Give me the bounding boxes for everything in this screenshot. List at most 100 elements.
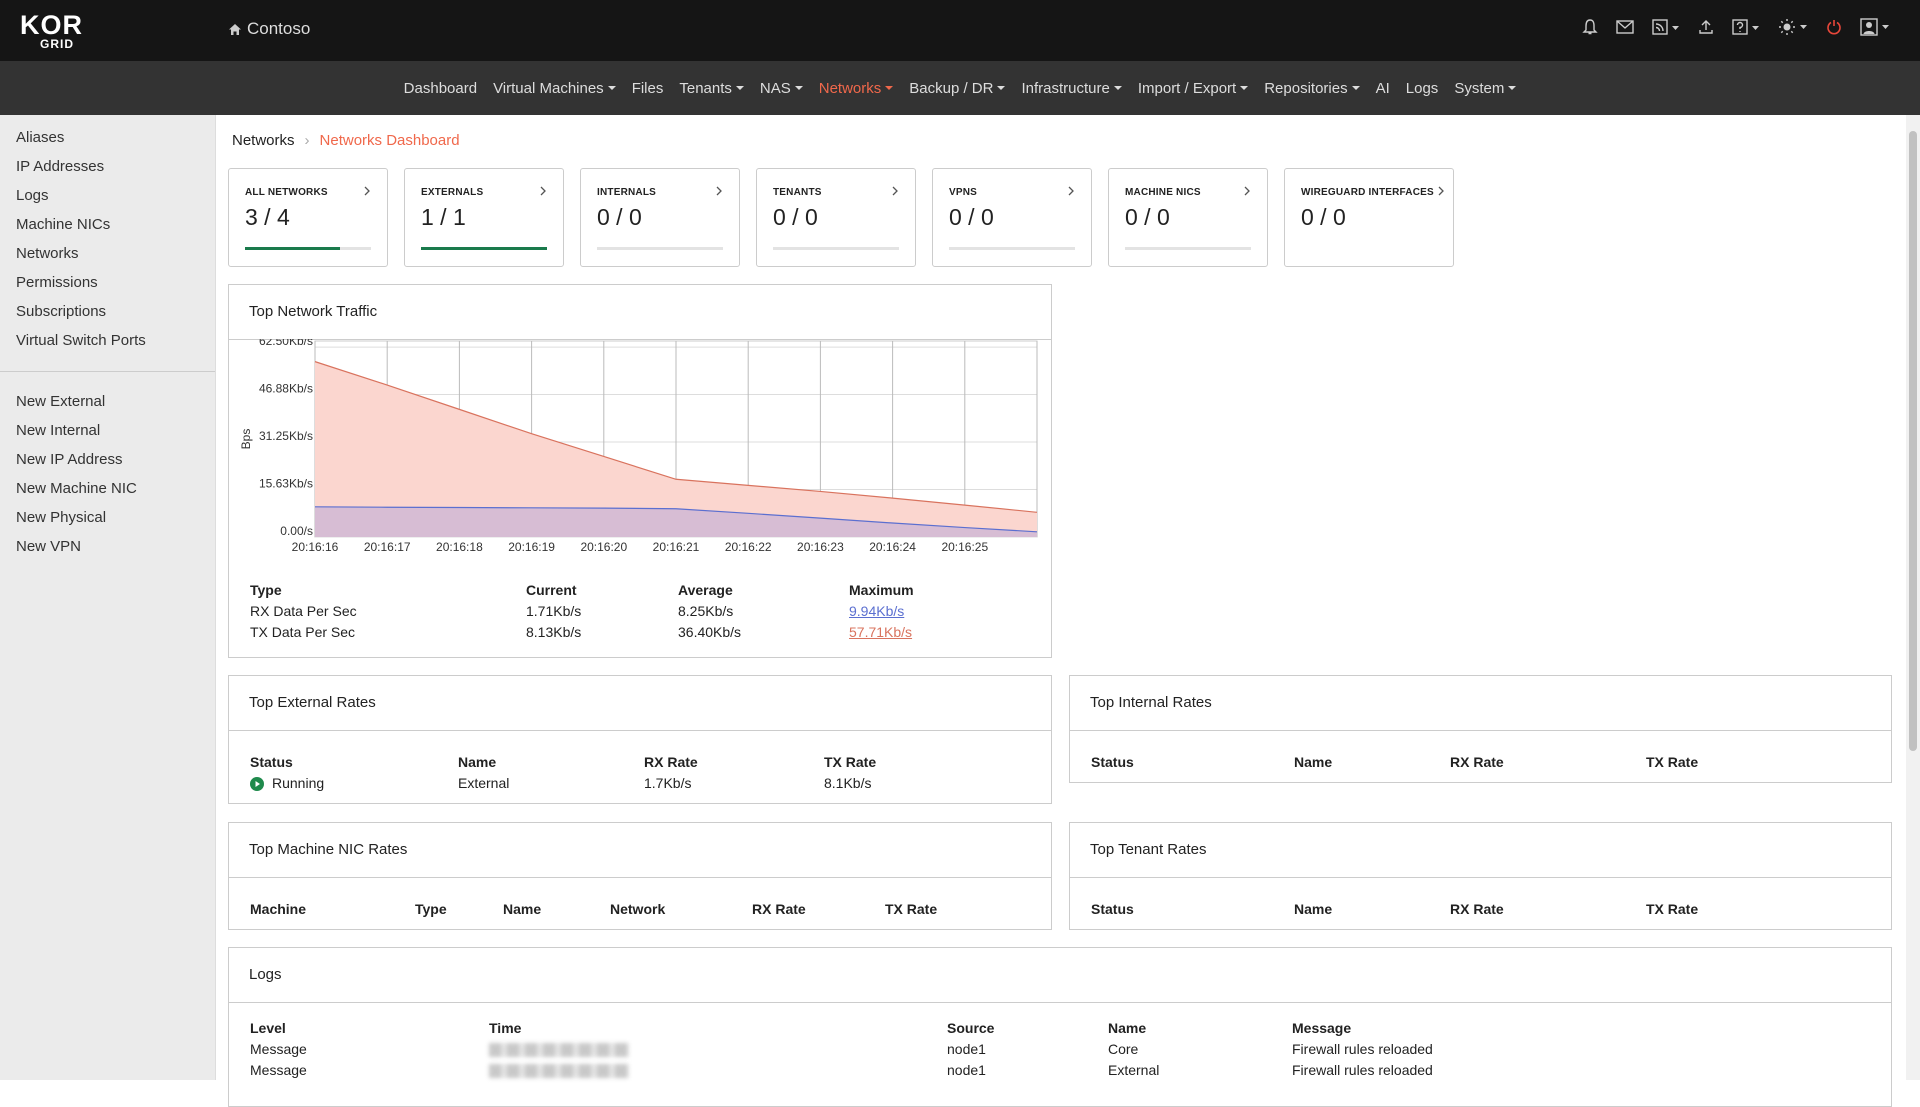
user-menu[interactable] <box>1860 18 1890 36</box>
notifications-icon[interactable] <box>1582 18 1598 36</box>
sidebar-link[interactable]: IP Addresses <box>16 158 105 175</box>
nav-item[interactable]: NAS <box>760 80 803 97</box>
progress-track <box>245 247 371 250</box>
card-label: TENANTS <box>773 187 822 198</box>
nav-item[interactable]: Infrastructure <box>1021 80 1121 97</box>
stat-card[interactable]: INTERNALS 0 / 0 <box>580 168 740 267</box>
sidebar-link[interactable]: Logs <box>16 187 49 204</box>
log-name: External <box>1108 1062 1160 1078</box>
stat-card[interactable]: TENANTS 0 / 0 <box>756 168 916 267</box>
sidebar-link[interactable]: Machine NICs <box>16 216 111 233</box>
x-tick-label: 20:16:16 <box>292 540 339 554</box>
x-tick-label: 20:16:17 <box>364 540 411 554</box>
chevron-path <box>1244 186 1250 196</box>
sidebar-link[interactable]: Virtual Switch Ports <box>16 332 146 349</box>
chevron-path <box>892 186 898 196</box>
x-tick-label: 20:16:24 <box>869 540 916 554</box>
progress-fill <box>245 247 340 250</box>
sidebar-link[interactable]: Subscriptions <box>16 303 107 320</box>
nav-item[interactable]: Virtual Machines <box>493 80 616 97</box>
chevron-path <box>1438 186 1444 196</box>
table-cell: External <box>458 775 510 791</box>
table-header: RX Rate <box>644 754 698 770</box>
upload-icon[interactable] <box>1698 19 1714 35</box>
nav-item[interactable]: Backup / DR <box>909 80 1005 97</box>
help-menu[interactable] <box>1732 19 1760 35</box>
chevron-icon <box>716 186 722 196</box>
nav-item[interactable]: System <box>1454 80 1516 97</box>
machine-nic-rates-panel: Top Machine NIC Rates Machine Type Name Netw… <box>228 822 1052 930</box>
nav-item[interactable]: Logs <box>1405 79 1439 97</box>
nav-item[interactable]: AI <box>1375 79 1390 97</box>
sidebar-action[interactable]: New Internal <box>16 422 101 439</box>
chevron-icon <box>1068 186 1074 196</box>
sidebar-action[interactable]: New Machine NIC <box>16 480 137 497</box>
breadcrumb: Networks › Networks Dashboard <box>232 132 460 149</box>
tenant-rates-panel: Top Tenant Rates Status Name RX Rate TX Rate <box>1069 822 1892 930</box>
breadcrumb-link[interactable]: Networks <box>232 132 295 149</box>
sidebar-action[interactable]: New VPN <box>16 538 82 555</box>
table-header: Name <box>1294 754 1333 770</box>
scrollbar[interactable] <box>1906 115 1920 1080</box>
redacted-time <box>489 1043 629 1057</box>
log-message: Firewall rules reloaded <box>1292 1062 1433 1078</box>
breadcrumb-current: Networks Dashboard <box>319 132 460 149</box>
feed-menu[interactable] <box>1652 19 1680 35</box>
x-tick-label: 20:16:23 <box>797 540 844 554</box>
progress-track <box>597 247 723 250</box>
table-header: Time <box>489 1020 522 1036</box>
table-cell: 1.7Kb/s <box>644 775 692 791</box>
panel-title: Top Network Traffic <box>249 303 378 320</box>
brand-name: Contoso <box>247 19 311 38</box>
table-header: Message <box>1292 1020 1352 1036</box>
panel-header: Top Tenant Rates <box>1070 823 1891 878</box>
nav-item[interactable]: Networks <box>819 80 894 97</box>
progress-track <box>949 247 1075 250</box>
redacted-time <box>489 1064 629 1078</box>
sidebar-action[interactable]: New External <box>16 393 106 410</box>
stat-card[interactable]: MACHINE NICS 0 / 0 <box>1108 168 1268 267</box>
max-link[interactable]: 9.94Kb/s <box>849 603 905 619</box>
scrollbar-thumb[interactable] <box>1909 131 1917 751</box>
table-header: TX Rate <box>824 754 877 770</box>
logo[interactable]: KOR GRID <box>20 12 83 51</box>
area-fill <box>315 361 1037 537</box>
panel-title: Top Machine NIC Rates <box>249 841 408 858</box>
theme-menu[interactable] <box>1778 18 1808 36</box>
nav-item[interactable]: Tenants <box>679 80 744 97</box>
sidebar-link[interactable]: Aliases <box>16 129 65 146</box>
mail-icon[interactable] <box>1616 20 1634 34</box>
nav-item[interactable]: Dashboard <box>403 79 478 97</box>
log-source: node1 <box>947 1041 986 1057</box>
nav-menu: Dashboard Virtual Machines Files Tenants NAS… <box>0 61 1920 115</box>
power-icon[interactable] <box>1826 19 1842 35</box>
table-cell: RX Data Per Sec <box>250 603 357 619</box>
x-tick-label: 20:16:21 <box>653 540 700 554</box>
home-icon <box>229 23 241 35</box>
nav-item[interactable]: Repositories <box>1264 80 1359 97</box>
log-level: Message <box>250 1062 307 1078</box>
stat-card[interactable]: VPNS 0 / 0 <box>932 168 1092 267</box>
stat-card[interactable]: WIREGUARD INTERFACES 0 / 0 <box>1284 168 1454 267</box>
sidebar-divider <box>0 371 215 372</box>
brand[interactable]: Contoso <box>228 19 310 39</box>
page: { "header": {"logo_top": "KOR", "logo_bo… <box>0 0 1920 1080</box>
sidebar-link[interactable]: Permissions <box>16 274 98 291</box>
nav-item[interactable]: Files <box>631 79 664 97</box>
x-tick-label: 20:16:20 <box>580 540 627 554</box>
area-line <box>314 506 1038 533</box>
chart: 0.00/s 15.63Kb/s 31.25Kb/s 46.88Kb/s 62.50Kb… <box>239 339 1038 554</box>
table-header: TX Rate <box>1646 901 1699 917</box>
nav-item[interactable]: Import / Export <box>1138 80 1248 97</box>
sidebar-action[interactable]: New IP Address <box>16 451 123 468</box>
max-link[interactable]: 57.71Kb/s <box>849 624 913 640</box>
y-tick-label: 0.00/s <box>280 524 313 538</box>
stat-card[interactable]: EXTERNALS 1 / 1 <box>404 168 564 267</box>
stat-card[interactable]: ALL NETWORKS 3 / 4 <box>228 168 388 267</box>
table-header: RX Rate <box>1450 901 1504 917</box>
sidebar-action[interactable]: New Physical <box>16 509 107 526</box>
y-tick-label: 46.88Kb/s <box>259 382 313 396</box>
sidebar-link[interactable]: Networks <box>16 245 79 262</box>
card-value: 1 / 1 <box>421 204 466 230</box>
chevron-icon <box>1438 186 1444 196</box>
